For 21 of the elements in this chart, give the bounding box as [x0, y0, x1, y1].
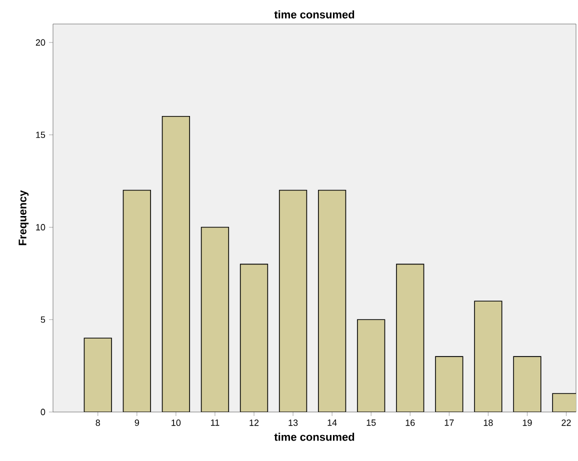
- x-tick-label: 16: [406, 420, 415, 426]
- y-tick-label: 15: [36, 132, 46, 138]
- x-tick-label: 13: [288, 420, 298, 426]
- x-tick-label: 14: [328, 420, 337, 426]
- x-axis-title: time consumed: [274, 432, 354, 441]
- chart-title: time consumed: [274, 10, 354, 18]
- y-tick-label: 10: [36, 224, 46, 230]
- y-tick-label: 20: [36, 39, 46, 46]
- y-tick-label: 5: [40, 316, 46, 323]
- x-tick-label: 22: [562, 420, 571, 426]
- x-tick-label: 9: [134, 420, 139, 426]
- y-axis-title: Frequency: [18, 190, 29, 246]
- x-tick-label: 12: [250, 420, 259, 426]
- x-tick-label: 15: [366, 420, 376, 426]
- x-tick-label: 18: [484, 420, 493, 426]
- y-tick-label: 0: [40, 408, 46, 416]
- x-tick-label: 11: [210, 420, 220, 426]
- x-tick-label: 10: [172, 420, 181, 426]
- x-tick-label: 19: [522, 420, 532, 426]
- x-tick-label: 17: [444, 420, 454, 426]
- x-tick-label: 8: [96, 420, 100, 426]
